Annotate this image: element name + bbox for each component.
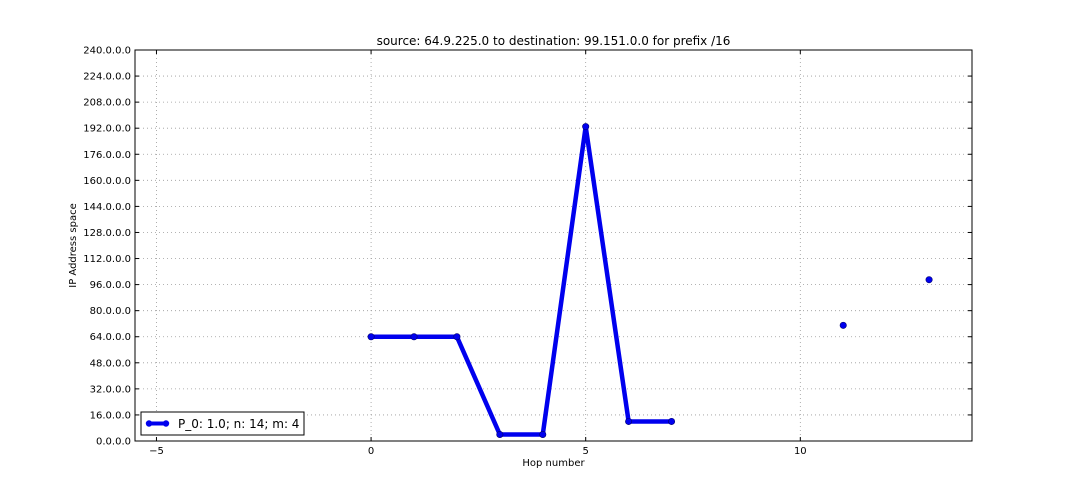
x-tick-label: 0 bbox=[368, 446, 374, 457]
y-tick-label: 128.0.0.0 bbox=[83, 228, 131, 239]
y-tick-label: 224.0.0.0 bbox=[83, 72, 131, 83]
y-axis-label: IP Address space bbox=[68, 203, 79, 288]
y-tick-label: 208.0.0.0 bbox=[83, 98, 131, 109]
data-point bbox=[625, 417, 633, 425]
legend: P_0: 1.0; n: 14; m: 4 bbox=[140, 411, 305, 436]
y-tick-label: 16.0.0.0 bbox=[90, 410, 131, 421]
x-tick-label: 5 bbox=[583, 446, 589, 457]
data-point bbox=[668, 417, 676, 425]
series-line bbox=[371, 126, 672, 437]
y-tick-label: 80.0.0.0 bbox=[90, 306, 131, 317]
y-tick-label: 64.0.0.0 bbox=[90, 332, 131, 343]
y-tick-label: 32.0.0.0 bbox=[90, 384, 131, 395]
y-tick-label: 48.0.0.0 bbox=[90, 358, 131, 369]
data-point bbox=[582, 123, 590, 131]
ticks: −5 0 5 10 0.0.0.0 16.0.0.0 32.0.0.0 48.0.0.0 64.… bbox=[83, 46, 972, 457]
y-tick-label: 112.0.0.0 bbox=[83, 254, 131, 265]
legend-marker bbox=[145, 420, 153, 427]
y-tick-label: 160.0.0.0 bbox=[83, 176, 131, 187]
y-tick-label: 0.0.0.0 bbox=[96, 437, 131, 448]
chart-title: source: 64.9.225.0 to destination: 99.15… bbox=[377, 34, 731, 48]
legend-label: P_0: 1.0; n: 14; m: 4 bbox=[178, 417, 299, 431]
y-tick-label: 192.0.0.0 bbox=[83, 124, 131, 135]
plot-frame bbox=[134, 49, 973, 442]
data-point bbox=[367, 333, 375, 341]
legend-marker bbox=[162, 420, 170, 427]
data-point bbox=[453, 333, 461, 341]
data-point bbox=[496, 430, 504, 438]
y-tick-label: 144.0.0.0 bbox=[83, 202, 131, 213]
x-axis-label: Hop number bbox=[522, 458, 585, 469]
y-tick-label: 96.0.0.0 bbox=[90, 280, 131, 291]
x-tick-label: −5 bbox=[149, 446, 164, 457]
data-point bbox=[539, 430, 547, 438]
series-layer bbox=[367, 123, 933, 438]
y-tick-label: 240.0.0.0 bbox=[83, 46, 131, 57]
x-tick-label: 10 bbox=[794, 446, 807, 457]
data-point bbox=[410, 333, 418, 341]
data-point bbox=[925, 276, 933, 284]
y-tick-label: 176.0.0.0 bbox=[83, 150, 131, 161]
data-point bbox=[839, 321, 847, 329]
legend-box bbox=[140, 411, 305, 436]
